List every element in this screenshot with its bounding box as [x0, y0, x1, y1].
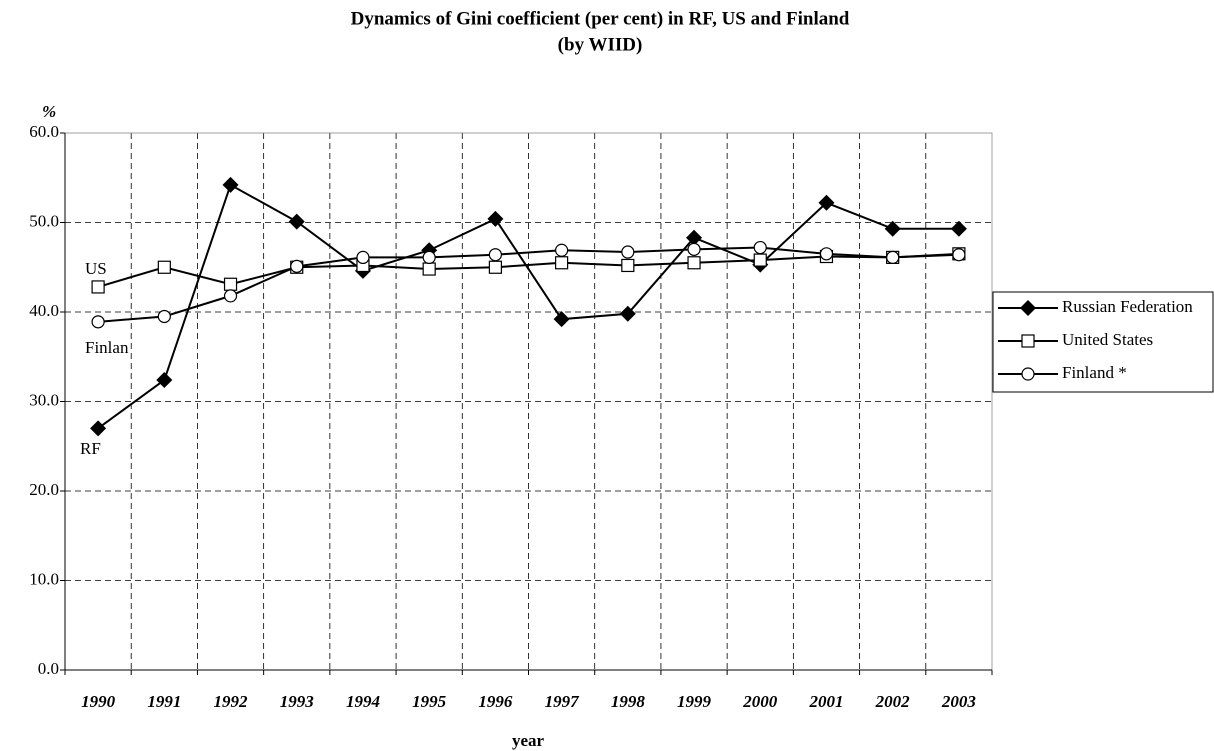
chart-subtitle: (by WIID)	[558, 34, 643, 55]
marker	[157, 309, 171, 324]
marker	[223, 277, 238, 291]
x-tick-label: 1999	[677, 692, 712, 711]
marker	[686, 229, 703, 246]
marker	[156, 372, 173, 389]
x-tick-label: 1991	[147, 692, 181, 711]
annotation: Finlan	[85, 338, 129, 357]
legend-marker	[1020, 300, 1036, 316]
marker	[819, 247, 834, 261]
x-axis-label: year	[512, 731, 545, 750]
marker	[290, 259, 304, 273]
marker	[553, 311, 570, 328]
marker	[753, 240, 767, 255]
x-tick-label: 1994	[346, 692, 380, 711]
marker	[555, 256, 569, 270]
marker	[488, 260, 502, 274]
marker	[952, 248, 966, 262]
y-tick-label: 10.0	[29, 569, 59, 588]
x-tick-label: 2003	[941, 692, 977, 711]
y-tick-label: 30.0	[29, 390, 59, 409]
annotation: RF	[80, 439, 101, 458]
marker	[422, 262, 436, 276]
marker	[356, 250, 370, 265]
marker	[91, 315, 105, 329]
x-tick-label: 2000	[742, 692, 778, 711]
x-tick-label: 2002	[875, 692, 911, 711]
annotation: US	[85, 259, 107, 278]
legend-marker	[1021, 334, 1035, 348]
x-tick-label: 1996	[478, 692, 513, 711]
x-tick-label: 1997	[545, 692, 581, 711]
y-axis-label: %	[42, 102, 56, 121]
marker	[422, 250, 436, 265]
x-tick-label: 1990	[81, 692, 116, 711]
marker	[886, 250, 900, 265]
marker	[555, 243, 569, 257]
y-tick-label: 20.0	[29, 480, 59, 499]
y-tick-label: 0.0	[38, 659, 59, 678]
y-tick-label: 50.0	[29, 211, 59, 230]
series-line	[97, 183, 959, 430]
marker	[753, 253, 767, 267]
marker	[619, 305, 636, 322]
x-tick-label: 1993	[280, 692, 315, 711]
y-tick-label: 60.0	[29, 122, 59, 141]
marker	[157, 260, 171, 274]
x-tick-label: 1998	[611, 692, 646, 711]
y-tick-label: 40.0	[29, 301, 59, 320]
marker	[621, 258, 635, 273]
marker	[884, 220, 901, 237]
legend-label: United States	[1062, 330, 1153, 349]
series-line	[97, 252, 959, 288]
legend-label: Russian Federation	[1062, 297, 1193, 316]
x-tick-label: 1995	[412, 692, 447, 711]
marker	[90, 420, 107, 437]
marker	[487, 210, 504, 227]
marker	[621, 245, 635, 259]
marker	[950, 220, 967, 237]
x-tick-label: 2001	[808, 692, 843, 711]
legend-marker	[1021, 367, 1035, 381]
marker	[687, 242, 701, 256]
chart-title: Dynamics of Gini coefficient (per cent) …	[351, 8, 850, 29]
x-tick-label: 1992	[214, 692, 249, 711]
marker	[288, 213, 305, 230]
marker	[91, 280, 105, 294]
marker	[818, 194, 835, 211]
marker	[223, 289, 238, 303]
series-line	[98, 246, 959, 323]
marker	[488, 248, 502, 262]
marker	[222, 176, 239, 193]
legend-label: Finland *	[1062, 363, 1127, 382]
marker	[687, 256, 701, 270]
